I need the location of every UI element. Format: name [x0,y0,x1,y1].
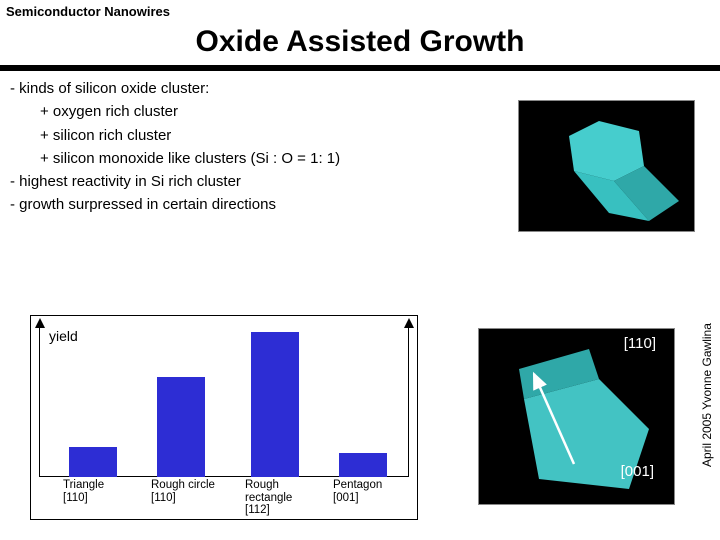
x-label: Triangle[110] [63,479,135,504]
nanowire-image-top [518,100,695,232]
nanowire-image-bottom: [110] [001] [478,328,675,505]
slide-title: Oxide Assisted Growth [0,23,720,71]
chart-plot [39,322,409,477]
direction-001-label: [001] [621,463,654,480]
x-label: Pentagon[001] [333,479,405,504]
x-label: Rough circle[110] [151,479,223,504]
y-arrow-icon [35,318,45,328]
slide-section: Semiconductor Nanowires [0,0,720,23]
x-label: Roughrectangle[112] [245,479,317,517]
y-arrow-right-icon [404,318,414,328]
y-axis [39,322,40,477]
bar [157,377,205,477]
y-axis-label: yield [49,328,78,344]
bar [251,332,299,477]
bullet: - kinds of silicon oxide cluster: [10,77,710,100]
bar [339,453,387,477]
nanowire-hex-svg [519,101,694,231]
x-labels: Triangle[110] Rough circle[110] Roughrecta… [39,479,409,515]
direction-110-label: [110] [624,335,656,352]
yield-chart: yield Triangle[110] Rough circle[110] Roug… [30,315,418,520]
y-axis-right [408,322,409,477]
bar [69,447,117,477]
credit-text: April 2005 Yvonne Gawlina [700,280,714,510]
